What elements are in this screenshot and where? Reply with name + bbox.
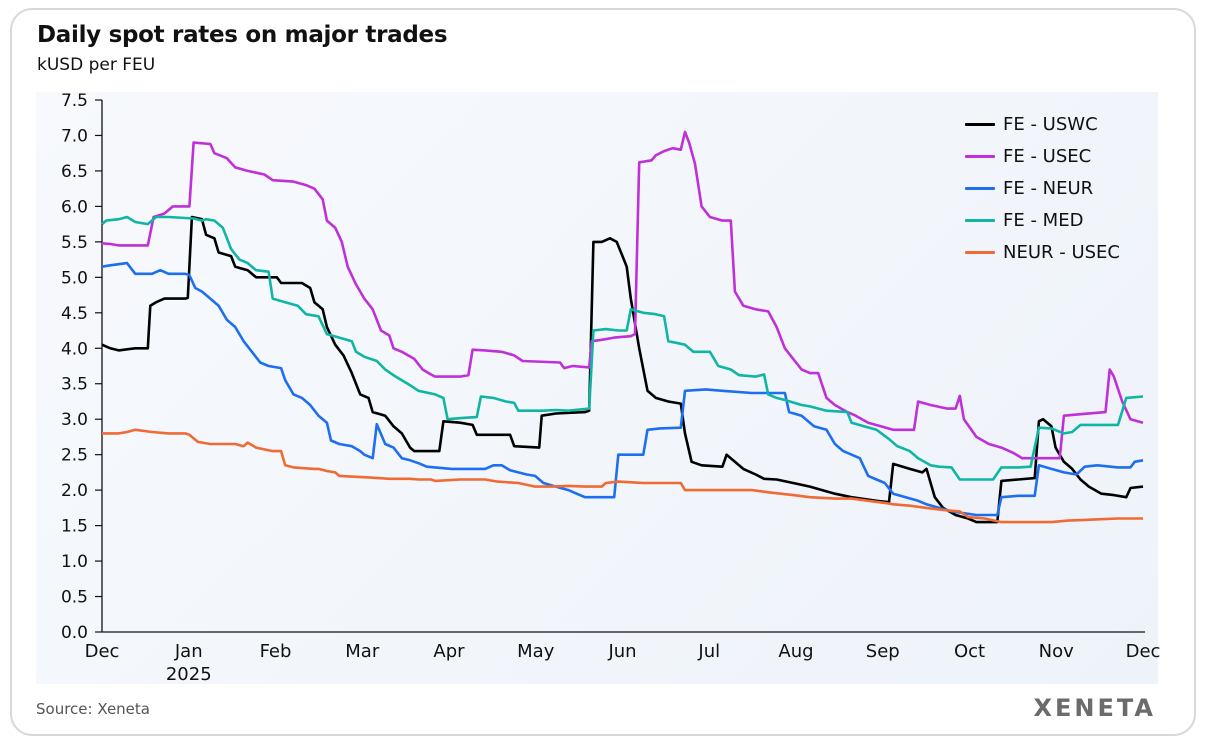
x-tick-label: Nov <box>1039 641 1074 662</box>
legend-item-fe-neur[interactable]: FE - NEUR <box>965 172 1120 204</box>
legend-item-fe-uswc[interactable]: FE - USWC <box>965 108 1120 140</box>
legend-swatch-icon <box>965 186 995 190</box>
x-tick-label: Aug <box>778 641 813 662</box>
legend-swatch-icon <box>965 122 995 126</box>
y-tick-label: 7.0 <box>61 126 88 146</box>
legend-item-neur-usec[interactable]: NEUR - USEC <box>965 236 1120 268</box>
x-tick-label: Dec <box>1126 641 1161 662</box>
y-axis: 0.0 0.5 1.0 1.5 2.0 2.5 3.0 3.5 4.0 4.5 5.0 5.5 6.0 6… <box>61 91 103 643</box>
brand-logo: XENETA <box>1033 694 1156 722</box>
x-tick-label: Jul <box>697 641 720 662</box>
y-tick-label: 3.0 <box>61 410 88 430</box>
plot-background <box>36 92 1158 684</box>
legend-label: FE - NEUR <box>1003 177 1094 199</box>
legend-label: FE - USWC <box>1003 113 1098 135</box>
x-tick-year: 2025 <box>166 664 212 685</box>
y-tick-label: 4.0 <box>61 339 88 359</box>
series-line <box>101 130 1144 460</box>
y-tick-label: 0.0 <box>61 623 88 643</box>
x-tick-label: Apr <box>433 641 465 662</box>
x-tick-label: Jan <box>174 641 203 662</box>
series-line <box>101 215 1144 524</box>
legend: FE - USWC FE - USEC FE - NEUR FE - MED N… <box>965 108 1120 268</box>
legend-swatch-icon <box>965 154 995 158</box>
chart-subtitle: kUSD per FEU <box>37 55 156 75</box>
y-tick-label: 5.0 <box>61 268 88 288</box>
y-tick-label: 6.0 <box>61 197 88 217</box>
y-tick-label: 6.5 <box>61 162 88 182</box>
y-tick-label: 0.5 <box>61 588 88 608</box>
y-tick-label: 4.5 <box>61 304 88 324</box>
y-tick-label: 1.0 <box>61 552 88 572</box>
x-tick-label: May <box>517 641 555 662</box>
source-note: Source: Xeneta <box>36 700 150 718</box>
series-line <box>102 428 1143 524</box>
y-tick-label: 7.5 <box>61 91 88 111</box>
series-line <box>101 215 1144 481</box>
x-tick-label: Sep <box>866 641 900 662</box>
series-line <box>101 261 1144 517</box>
x-tick-label: Mar <box>345 641 380 662</box>
legend-item-fe-usec[interactable]: FE - USEC <box>965 140 1120 172</box>
y-tick-label: 2.0 <box>61 481 88 501</box>
legend-label: FE - USEC <box>1003 145 1092 167</box>
x-tick-label: Dec <box>85 641 120 662</box>
x-tick-label: Oct <box>954 641 985 662</box>
legend-swatch-icon <box>965 218 995 222</box>
x-tick-label: Jun <box>607 641 636 662</box>
series-lines <box>101 130 1144 524</box>
chart-title: Daily spot rates on major trades <box>37 22 448 48</box>
legend-label: NEUR - USEC <box>1003 241 1120 263</box>
legend-swatch-icon <box>965 250 995 254</box>
y-tick-label: 1.5 <box>61 517 88 537</box>
x-tick-label: Feb <box>260 641 292 662</box>
legend-item-fe-med[interactable]: FE - MED <box>965 204 1120 236</box>
y-tick-label: 3.5 <box>61 375 88 395</box>
legend-label: FE - MED <box>1003 209 1084 231</box>
y-tick-label: 5.5 <box>61 233 88 253</box>
y-tick-label: 2.5 <box>61 446 88 466</box>
